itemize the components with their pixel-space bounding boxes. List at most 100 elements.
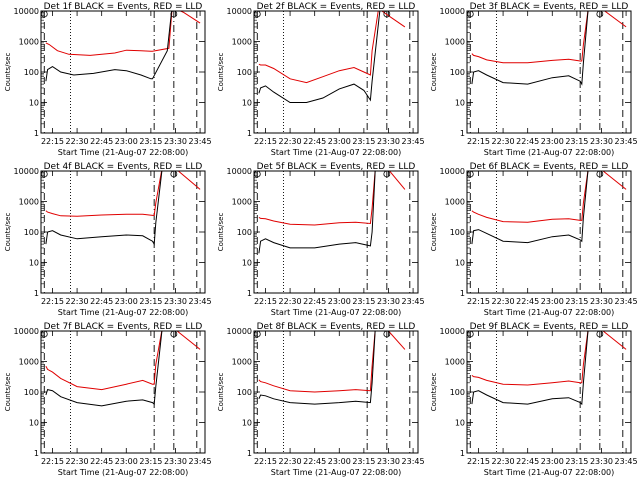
- detector-panel-7: Det 7f BLACK = Events, RED = LLD Counts/s…: [4, 322, 212, 477]
- y-axis-label: Counts/sec: [430, 373, 438, 412]
- y-axis-label: Counts/sec: [217, 373, 225, 412]
- plot-frame: [253, 330, 419, 454]
- x-tick-label: 22:30: [66, 297, 89, 306]
- x-tick-label: 22:45: [90, 297, 113, 306]
- panel-title: Det 2f BLACK = Events, RED = LLD: [257, 2, 416, 12]
- x-tick-label: 22:30: [492, 457, 515, 466]
- y-tick-label: 10000: [440, 167, 465, 176]
- panel-title: Det 9f BLACK = Events, RED = LLD: [470, 322, 629, 332]
- y-tick-label: 1: [247, 129, 252, 138]
- panel-title: Det 4f BLACK = Events, RED = LLD: [44, 162, 203, 172]
- x-tick-label: 23:15: [565, 457, 588, 466]
- x-tick-label: 22:15: [254, 457, 277, 466]
- y-axis-label: Counts/sec: [430, 53, 438, 92]
- y-tick-label: 100: [450, 228, 465, 237]
- y-tick-label: 10000: [227, 327, 252, 336]
- y-tick-label: 10000: [227, 167, 252, 176]
- plot-frame: [40, 170, 206, 294]
- x-tick-label: 23:45: [615, 457, 638, 466]
- y-tick-label: 1000: [19, 358, 39, 367]
- series-events-line: [471, 331, 589, 406]
- y-axis-label: Counts/sec: [217, 213, 225, 252]
- y-tick-label: 100: [237, 388, 252, 397]
- plot-frame: [253, 10, 419, 134]
- y-tick-label: 1000: [232, 198, 252, 207]
- y-tick-label: 1000: [445, 198, 465, 207]
- y-tick-label: 100: [237, 228, 252, 237]
- y-tick-label: 1000: [19, 38, 39, 47]
- panel-title: Det 5f BLACK = Events, RED = LLD: [257, 162, 416, 172]
- y-tick-label: 10000: [440, 327, 465, 336]
- x-tick-label: 23:45: [615, 297, 638, 306]
- x-tick-label: 23:00: [328, 457, 351, 466]
- detector-panel-8: Det 8f BLACK = Events, RED = LLD Counts/s…: [217, 322, 425, 477]
- y-tick-label: 10: [455, 259, 465, 268]
- x-tick-label: 22:30: [66, 457, 89, 466]
- y-tick-label: 1: [460, 289, 465, 298]
- x-tick-label: 23:45: [402, 297, 425, 306]
- x-tick-label: 23:00: [115, 297, 138, 306]
- x-tick-label: 22:45: [516, 297, 539, 306]
- x-tick-label: 22:15: [41, 457, 64, 466]
- x-tick-label: 22:45: [90, 457, 113, 466]
- y-tick-label: 10: [29, 99, 39, 108]
- x-tick-label: 23:15: [139, 457, 162, 466]
- x-tick-label: 23:15: [352, 137, 375, 146]
- x-tick-label: 23:30: [164, 137, 187, 146]
- y-tick-label: 1000: [232, 358, 252, 367]
- series-lld-line: [471, 331, 627, 386]
- detector-panel-9: Det 9f BLACK = Events, RED = LLD Counts/s…: [430, 322, 638, 477]
- series-events-line: [45, 11, 173, 82]
- x-tick-label: 23:30: [590, 137, 613, 146]
- plot-frame: [40, 10, 206, 134]
- x-tick-label: 22:30: [492, 297, 515, 306]
- x-tick-label: 23:30: [377, 137, 400, 146]
- panel-title: Det 1f BLACK = Events, RED = LLD: [44, 2, 203, 12]
- detector-panel-4: Det 4f BLACK = Events, RED = LLD Counts/s…: [4, 162, 212, 317]
- x-tick-label: 23:00: [541, 457, 564, 466]
- x-tick-label: 22:15: [254, 297, 277, 306]
- y-tick-label: 10: [455, 419, 465, 428]
- y-axis-label: Counts/sec: [217, 53, 225, 92]
- x-tick-label: 22:15: [41, 297, 64, 306]
- y-tick-label: 10: [242, 419, 252, 428]
- x-tick-label: 22:15: [467, 297, 490, 306]
- x-axis-label: Start Time (21-Aug-07 22:08:00): [271, 148, 402, 157]
- y-tick-label: 1: [34, 449, 39, 458]
- detector-panel-1: Det 1f BLACK = Events, RED = LLD Counts/s…: [4, 2, 212, 157]
- x-tick-label: 23:15: [139, 297, 162, 306]
- x-tick-label: 23:30: [377, 457, 400, 466]
- y-axis-label: Counts/sec: [4, 53, 12, 92]
- y-tick-label: 10: [455, 99, 465, 108]
- x-tick-label: 23:45: [615, 137, 638, 146]
- x-axis-label: Start Time (21-Aug-07 22:08:00): [271, 308, 402, 317]
- x-tick-label: 22:45: [303, 137, 326, 146]
- panel-title: Det 8f BLACK = Events, RED = LLD: [257, 322, 416, 332]
- x-tick-label: 22:15: [467, 457, 490, 466]
- x-tick-label: 23:00: [541, 137, 564, 146]
- y-tick-label: 100: [450, 68, 465, 77]
- y-tick-label: 1000: [19, 198, 39, 207]
- x-tick-label: 23:15: [565, 137, 588, 146]
- detector-panel-2: Det 2f BLACK = Events, RED = LLD Counts/s…: [217, 2, 425, 157]
- x-tick-label: 23:45: [189, 137, 212, 146]
- x-tick-label: 22:15: [41, 137, 64, 146]
- x-tick-label: 22:45: [90, 137, 113, 146]
- y-tick-label: 1000: [232, 38, 252, 47]
- x-tick-label: 23:00: [115, 137, 138, 146]
- series-events-line: [258, 331, 376, 405]
- x-tick-label: 22:30: [279, 297, 302, 306]
- x-tick-label: 22:15: [467, 137, 490, 146]
- x-axis-label: Start Time (21-Aug-07 22:08:00): [58, 308, 189, 317]
- x-tick-label: 23:00: [541, 297, 564, 306]
- series-events-line: [471, 171, 589, 245]
- series-lld-line: [258, 171, 406, 226]
- x-tick-label: 23:30: [164, 457, 187, 466]
- x-tick-label: 23:45: [189, 457, 212, 466]
- x-tick-label: 23:15: [352, 297, 375, 306]
- y-tick-label: 10: [242, 259, 252, 268]
- x-tick-label: 23:45: [402, 457, 425, 466]
- x-tick-label: 23:30: [590, 297, 613, 306]
- y-tick-label: 10000: [14, 327, 39, 336]
- series-lld-line: [471, 171, 627, 223]
